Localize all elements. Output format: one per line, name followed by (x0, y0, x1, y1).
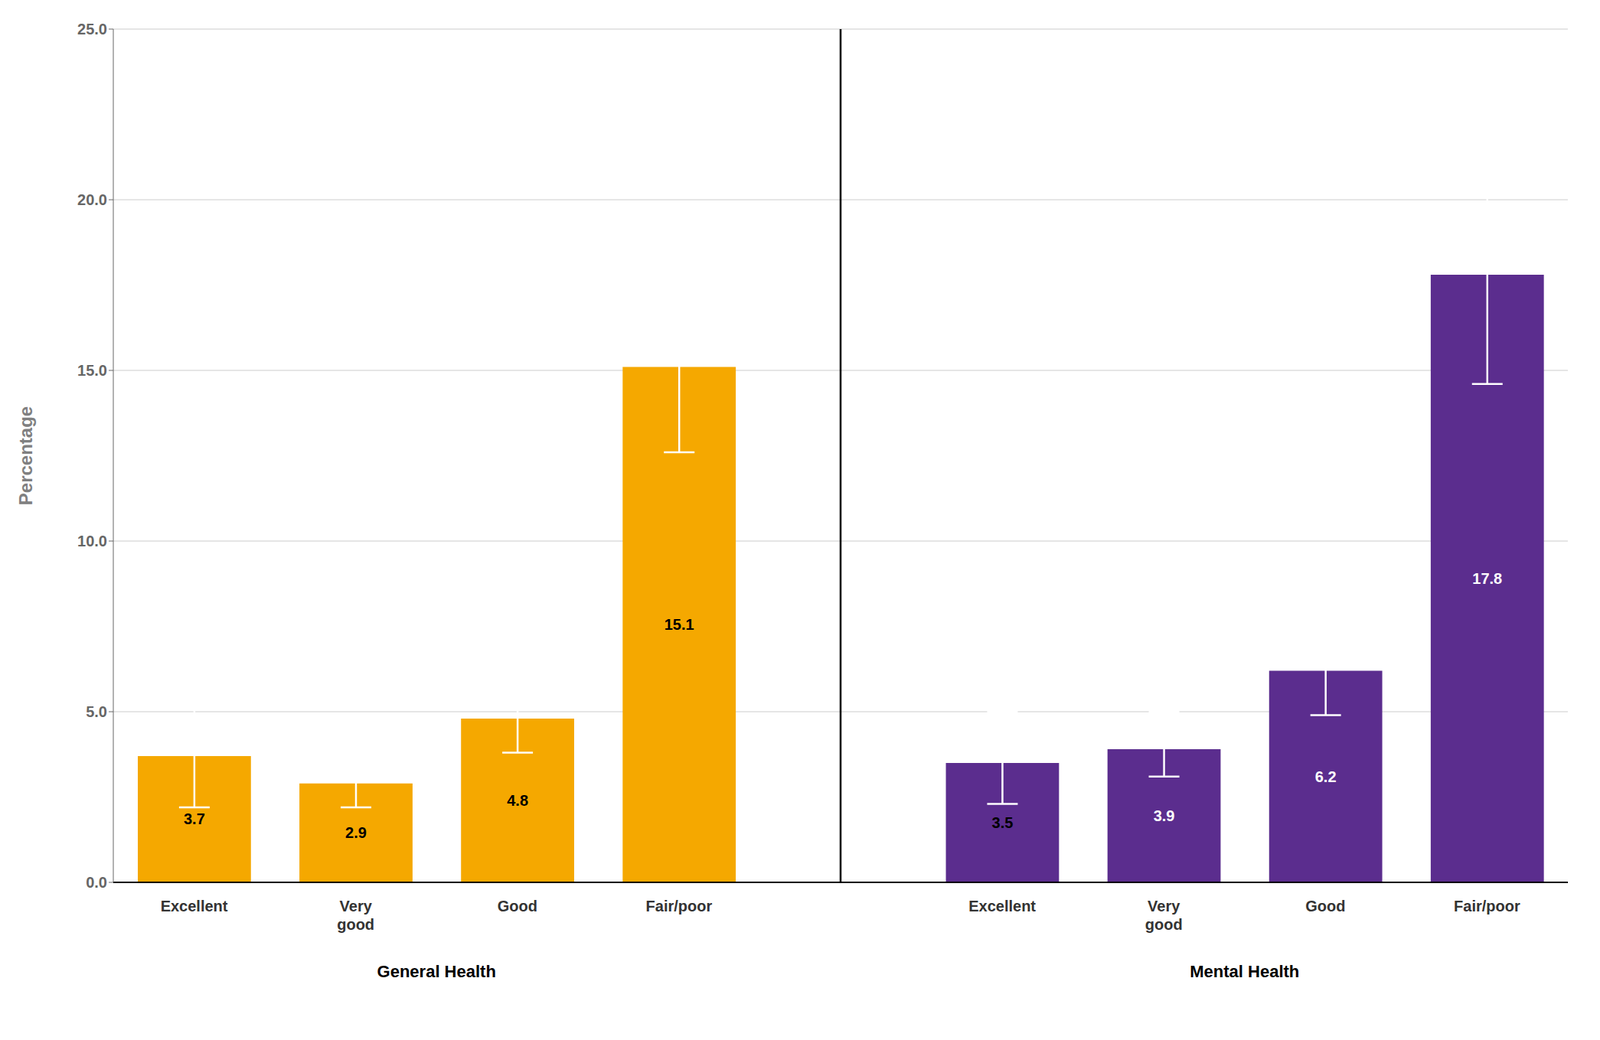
svg-text:15.1: 15.1 (664, 616, 695, 634)
svg-text:15.0: 15.0 (77, 362, 108, 379)
svg-text:3.7: 3.7 (183, 810, 206, 828)
svg-text:3.5: 3.5 (992, 814, 1014, 832)
svg-text:Mental Health: Mental Health (1189, 962, 1300, 982)
svg-text:Fair/poor: Fair/poor (1453, 897, 1521, 915)
svg-text:Excellent: Excellent (968, 897, 1036, 915)
svg-text:10.0: 10.0 (77, 532, 108, 550)
svg-text:20.0: 20.0 (77, 191, 108, 209)
svg-text:Verygood: Verygood (1145, 897, 1183, 934)
svg-text:General Health: General Health (377, 962, 497, 982)
svg-text:5.0: 5.0 (85, 703, 108, 721)
svg-text:25.0: 25.0 (77, 20, 108, 38)
svg-text:4.8: 4.8 (506, 792, 529, 810)
svg-text:Percentage: Percentage (15, 406, 36, 506)
svg-text:6.2: 6.2 (1315, 768, 1337, 786)
svg-text:Excellent: Excellent (160, 897, 229, 915)
svg-text:Verygood: Verygood (336, 897, 375, 934)
svg-text:Fair/poor: Fair/poor (646, 897, 713, 915)
svg-text:2.9: 2.9 (345, 824, 367, 842)
svg-text:Good: Good (1305, 897, 1346, 915)
svg-text:17.8: 17.8 (1472, 570, 1503, 588)
svg-text:Good: Good (497, 897, 538, 915)
svg-text:3.9: 3.9 (1153, 807, 1176, 825)
svg-text:0.0: 0.0 (85, 874, 108, 892)
